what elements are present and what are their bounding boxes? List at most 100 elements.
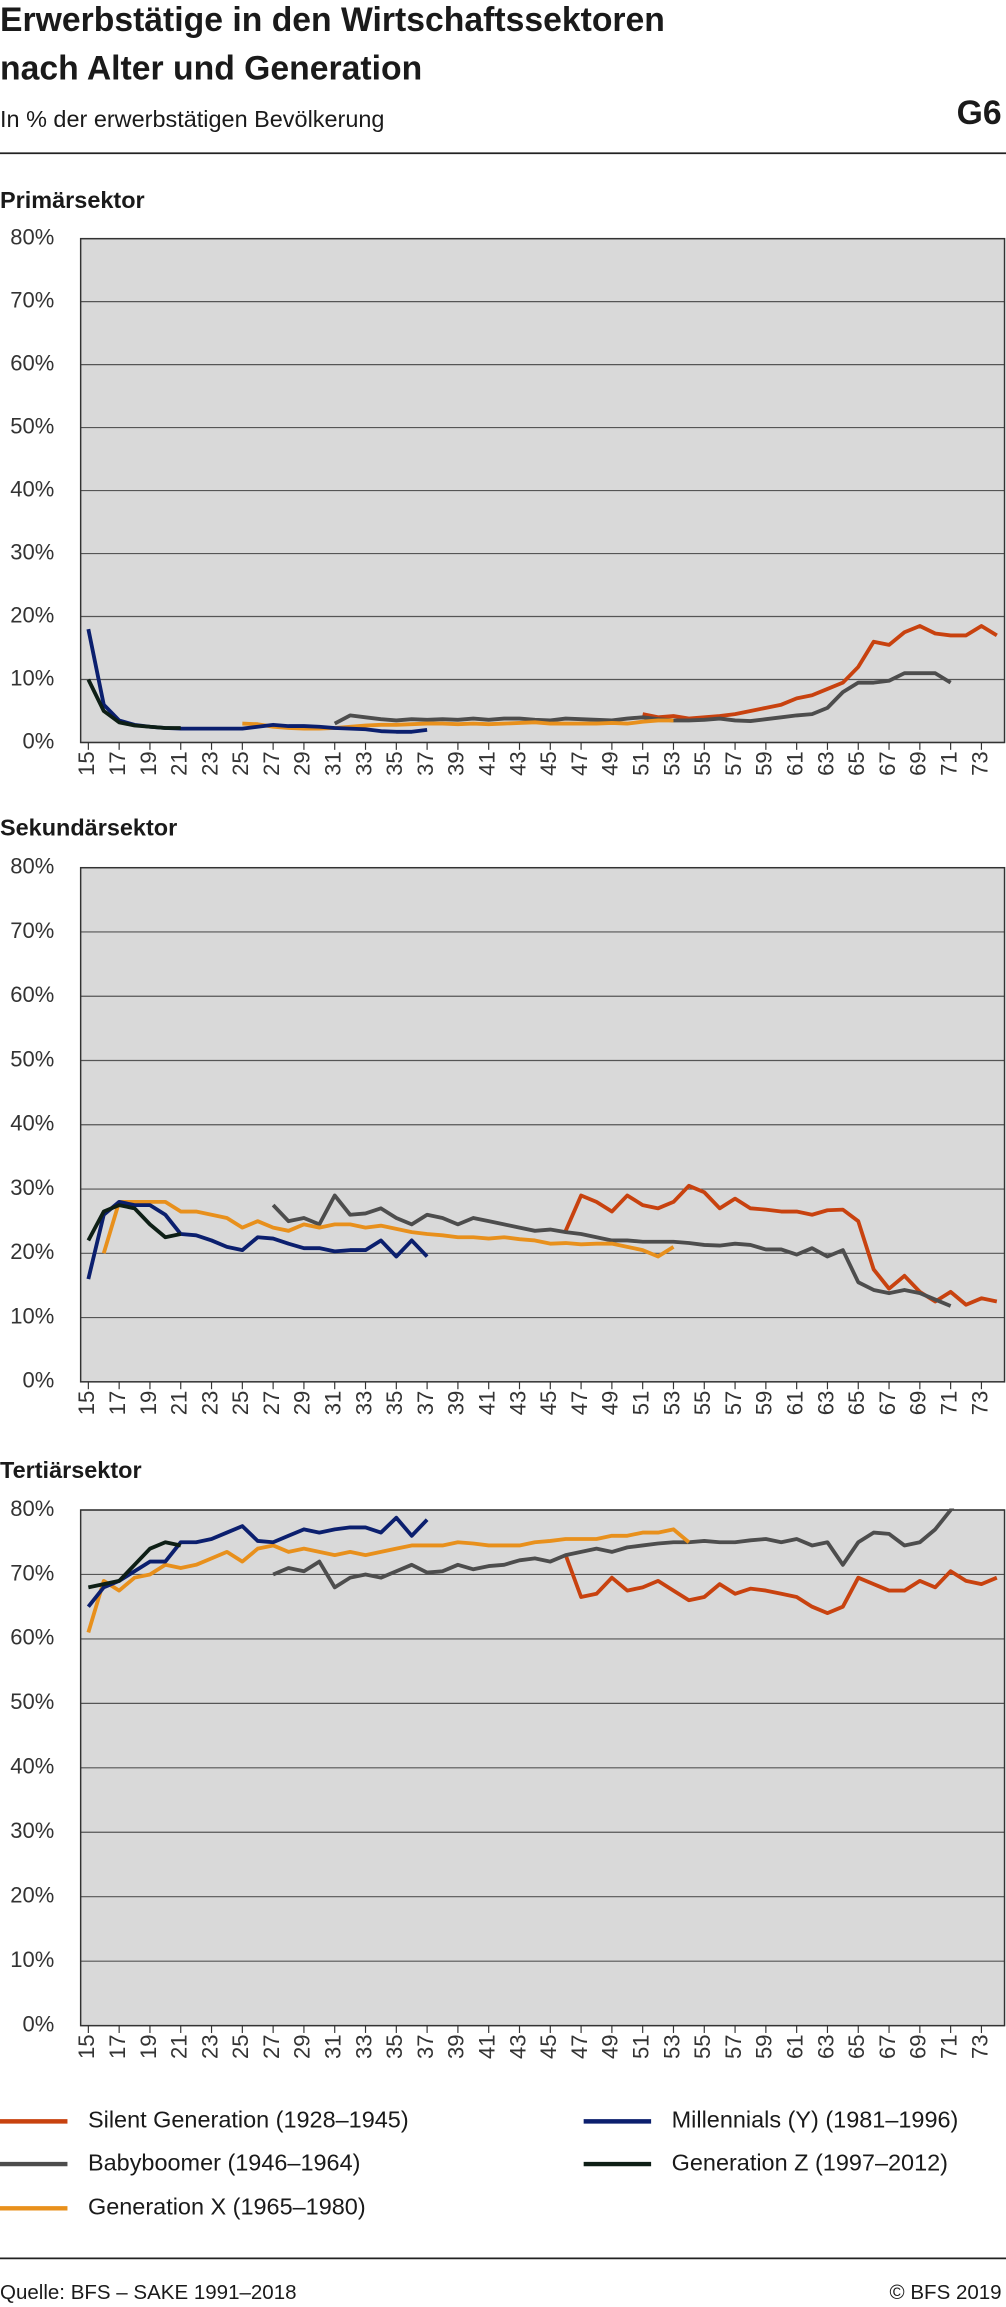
x-tick-label: 69: [906, 751, 931, 776]
x-tick-label: 59: [752, 1391, 777, 1416]
badge: G6: [957, 94, 1002, 132]
x-tick-label: 47: [567, 751, 592, 776]
y-tick-label: 70%: [10, 918, 54, 943]
x-tick-label: 67: [875, 2034, 900, 2059]
y-tick-label: 10%: [10, 1303, 54, 1328]
y-tick-label: 70%: [10, 287, 54, 312]
x-tick-label: 49: [598, 751, 623, 776]
x-tick-label: 55: [690, 1391, 715, 1416]
x-tick-label: 43: [505, 1391, 530, 1416]
series-line: [87, 1540, 182, 1590]
x-tick-label: 65: [844, 2034, 869, 2059]
x-tick-label: 61: [783, 1391, 808, 1416]
x-tick-label: 35: [382, 1391, 407, 1416]
x-tick-label: 25: [228, 2034, 253, 2059]
x-tick-label: 41: [475, 1391, 500, 1416]
series-line: [271, 1193, 952, 1308]
x-tick-label: 27: [259, 1391, 284, 1416]
x-tick-label: 73: [967, 751, 992, 776]
x-tick-label: 65: [844, 751, 869, 776]
y-tick-label: 0%: [22, 1368, 54, 1393]
x-tick-label: 53: [659, 751, 684, 776]
x-tick-label: 69: [906, 1391, 931, 1416]
x-tick-label: 19: [136, 751, 161, 776]
x-tick-label: 37: [413, 2034, 438, 2059]
x-tick-label: 45: [536, 1391, 561, 1416]
series-line: [86, 1527, 691, 1634]
x-tick-label: 23: [197, 1391, 222, 1416]
x-tick-label: 39: [444, 751, 469, 776]
x-tick-label: 21: [167, 751, 192, 776]
title-line: nach Alter und Generation: [0, 50, 422, 88]
x-tick-label: 17: [105, 751, 130, 776]
plot-frame: [79, 1509, 1006, 2027]
x-tick-label: 63: [813, 2034, 838, 2059]
x-tick-label: 59: [752, 751, 777, 776]
series-line: [242, 718, 674, 731]
y-tick-label: 0%: [22, 728, 54, 753]
y-tick-label: 30%: [10, 1175, 54, 1200]
x-tick-label: 19: [136, 2034, 161, 2059]
x-tick-label: 51: [629, 751, 654, 776]
source: Quelle: BFS – SAKE 1991–2018: [0, 2281, 297, 2304]
x-tick-label: 29: [290, 2034, 315, 2059]
x-tick-label: 41: [475, 751, 500, 776]
series-line: [272, 1508, 955, 1590]
x-tick-label: 21: [167, 2034, 192, 2059]
x-tick-label: 67: [875, 751, 900, 776]
y-tick-label: 30%: [10, 539, 54, 564]
series-group: [86, 624, 998, 734]
x-tick-label: 55: [690, 2034, 715, 2059]
y-tick-label: 80%: [10, 1496, 54, 1521]
x-tick-label: 49: [598, 1391, 623, 1416]
x-tick-label: 63: [813, 751, 838, 776]
x-tick-label: 25: [228, 1391, 253, 1416]
x-tick-label: 23: [197, 751, 222, 776]
series-line: [563, 1554, 998, 1616]
x-tick-label: 43: [505, 2034, 530, 2059]
panel-title: Tertiärsektor: [0, 1457, 142, 1483]
x-tick-label: 61: [783, 751, 808, 776]
x-tick-label: 71: [937, 1391, 962, 1416]
x-tick-label: 41: [475, 2034, 500, 2059]
y-tick-label: 40%: [10, 476, 54, 501]
x-tick-label: 17: [105, 2034, 130, 2059]
y-tick-label: 50%: [10, 413, 54, 438]
x-tick-label: 57: [721, 2034, 746, 2059]
x-tick-label: 39: [444, 2034, 469, 2059]
y-tick-label: 30%: [10, 1818, 54, 1843]
x-tick-label: 69: [906, 2034, 931, 2059]
x-tick-label: 35: [382, 2034, 407, 2059]
x-tick-label: 31: [321, 2034, 346, 2059]
x-tick-label: 17: [105, 1391, 130, 1416]
y-tick-label: 60%: [10, 1625, 54, 1650]
series-line: [101, 1199, 675, 1259]
series-line: [642, 624, 998, 721]
y-tick-label: 10%: [10, 1947, 54, 1972]
y-tick-label: 50%: [10, 1046, 54, 1071]
subtitle: In % der erwerbstätigen Bevölkerung: [0, 106, 384, 132]
x-tick-label: 61: [783, 2034, 808, 2059]
x-tick-label: 33: [351, 2034, 376, 2059]
x-tick-label: 37: [413, 751, 438, 776]
y-tick-label: 20%: [10, 1883, 54, 1908]
x-tick-label: 51: [629, 2034, 654, 2059]
x-tick-label: 57: [721, 751, 746, 776]
x-tick-label: 25: [228, 751, 253, 776]
series-group: [86, 1183, 998, 1308]
x-tick-label: 15: [74, 751, 99, 776]
series-line: [86, 678, 181, 730]
x-tick-label: 73: [967, 2034, 992, 2059]
x-tick-label: 71: [937, 751, 962, 776]
x-tick-label: 45: [536, 2034, 561, 2059]
legend-label: Millennials (Y) (1981–1996): [672, 2107, 959, 2133]
x-tick-label: 51: [629, 1391, 654, 1416]
series-line: [86, 1515, 429, 1608]
series-group: [86, 1508, 998, 1634]
x-tick-label: 33: [351, 751, 376, 776]
x-tick-label: 47: [567, 2034, 592, 2059]
x-tick-label: 73: [967, 1391, 992, 1416]
series-line: [86, 1199, 429, 1280]
x-tick-label: 71: [937, 2034, 962, 2059]
